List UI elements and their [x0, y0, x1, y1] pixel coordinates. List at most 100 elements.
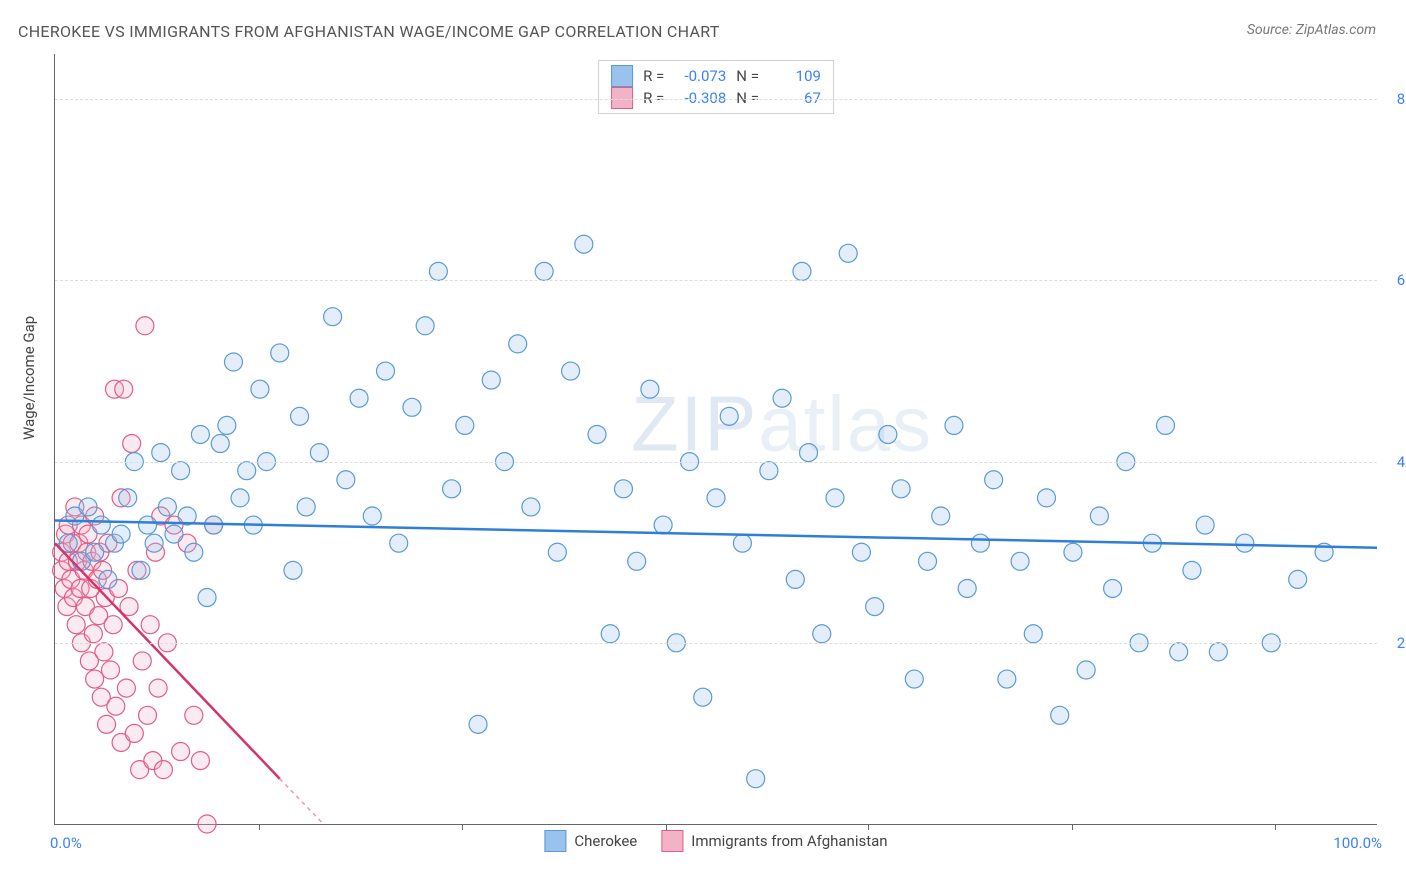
scatter-point [1038, 489, 1056, 507]
scatter-point [443, 480, 461, 498]
scatter-point [509, 335, 527, 353]
plot-area: ZIPatlas R = -0.073 N = 109 R = -0.308 N… [54, 54, 1377, 825]
scatter-point [95, 643, 113, 661]
source-prefix: Source: [1247, 22, 1296, 38]
scatter-point [67, 616, 85, 634]
legend-item-b: Immigrants from Afghanistan [661, 830, 887, 852]
x-tick [259, 824, 260, 830]
x-tick [1072, 824, 1073, 830]
scatter-point [403, 398, 421, 416]
scatter-point [1011, 552, 1029, 570]
scatter-point [456, 416, 474, 434]
scatter-point [985, 471, 1003, 489]
scatter-point [141, 616, 159, 634]
scatter-point [251, 380, 269, 398]
scatter-point [628, 552, 646, 570]
scatter-point [998, 670, 1016, 688]
scatter-point [905, 670, 923, 688]
x-tick [666, 824, 667, 830]
scatter-point [562, 362, 580, 380]
x-tick [868, 824, 869, 830]
scatter-point [945, 416, 963, 434]
scatter-point [377, 362, 395, 380]
gridline [55, 643, 1377, 644]
regression-line [280, 779, 324, 824]
scatter-point [104, 616, 122, 634]
scatter-point [786, 570, 804, 588]
scatter-point [826, 489, 844, 507]
scatter-point [86, 670, 104, 688]
scatter-point [112, 525, 130, 543]
scatter-point [971, 534, 989, 552]
scatter-point [86, 543, 104, 561]
scatter-point [102, 661, 120, 679]
scatter-point [185, 543, 203, 561]
scatter-point [866, 598, 884, 616]
scatter-point [310, 444, 328, 462]
scatter-point [575, 235, 593, 253]
scatter-point [1183, 561, 1201, 579]
scatter-point [1196, 516, 1214, 534]
source-attribution: Source: ZipAtlas.com [1247, 22, 1376, 38]
scatter-point [416, 317, 434, 335]
plot-svg [55, 54, 1377, 824]
scatter-point [1024, 625, 1042, 643]
scatter-point [654, 516, 672, 534]
scatter-point [231, 489, 249, 507]
scatter-point [136, 317, 154, 335]
scatter-point [522, 498, 540, 516]
scatter-point [852, 543, 870, 561]
scatter-point [733, 534, 751, 552]
x-tick [1275, 824, 1276, 830]
legend-swatch-a [544, 830, 566, 852]
scatter-point [99, 570, 117, 588]
scatter-point [119, 489, 137, 507]
scatter-point [218, 416, 236, 434]
legend-label-b: Immigrants from Afghanistan [691, 832, 887, 850]
scatter-point [84, 625, 102, 643]
scatter-point [198, 815, 216, 833]
scatter-point [224, 353, 242, 371]
scatter-point [337, 471, 355, 489]
scatter-point [548, 543, 566, 561]
gridline [55, 280, 1377, 281]
scatter-point [291, 407, 309, 425]
scatter-point [238, 462, 256, 480]
scatter-point [149, 679, 167, 697]
x-axis-max-label: 100.0% [1333, 834, 1382, 852]
scatter-point [1090, 507, 1108, 525]
scatter-point [720, 407, 738, 425]
scatter-point [92, 516, 110, 534]
legend-item-a: Cherokee [544, 830, 637, 852]
scatter-point [271, 344, 289, 362]
y-axis-label: Wage/Income Gap [20, 316, 38, 440]
scatter-point [152, 444, 170, 462]
scatter-point [482, 371, 500, 389]
scatter-point [145, 534, 163, 552]
scatter-point [793, 262, 811, 280]
y-tick-label: 80.0% [1387, 90, 1406, 108]
scatter-point [211, 435, 229, 453]
x-axis-min-label: 0.0% [50, 834, 82, 852]
scatter-point [839, 244, 857, 262]
scatter-point [1051, 706, 1069, 724]
legend-swatch-b [661, 830, 683, 852]
y-tick-label: 20.0% [1387, 634, 1406, 652]
scatter-point [1156, 416, 1174, 434]
scatter-point [117, 679, 135, 697]
y-tick-label: 60.0% [1387, 271, 1406, 289]
scatter-point [158, 498, 176, 516]
scatter-point [1104, 579, 1122, 597]
scatter-point [198, 589, 216, 607]
scatter-point [115, 380, 133, 398]
chart-title: CHEROKEE VS IMMIGRANTS FROM AFGHANISTAN … [18, 22, 720, 41]
scatter-point [297, 498, 315, 516]
scatter-point [879, 425, 897, 443]
scatter-point [172, 743, 190, 761]
scatter-point [172, 462, 190, 480]
scatter-point [185, 706, 203, 724]
scatter-point [123, 435, 141, 453]
scatter-point [324, 308, 342, 326]
scatter-point [1170, 643, 1188, 661]
scatter-point [707, 489, 725, 507]
